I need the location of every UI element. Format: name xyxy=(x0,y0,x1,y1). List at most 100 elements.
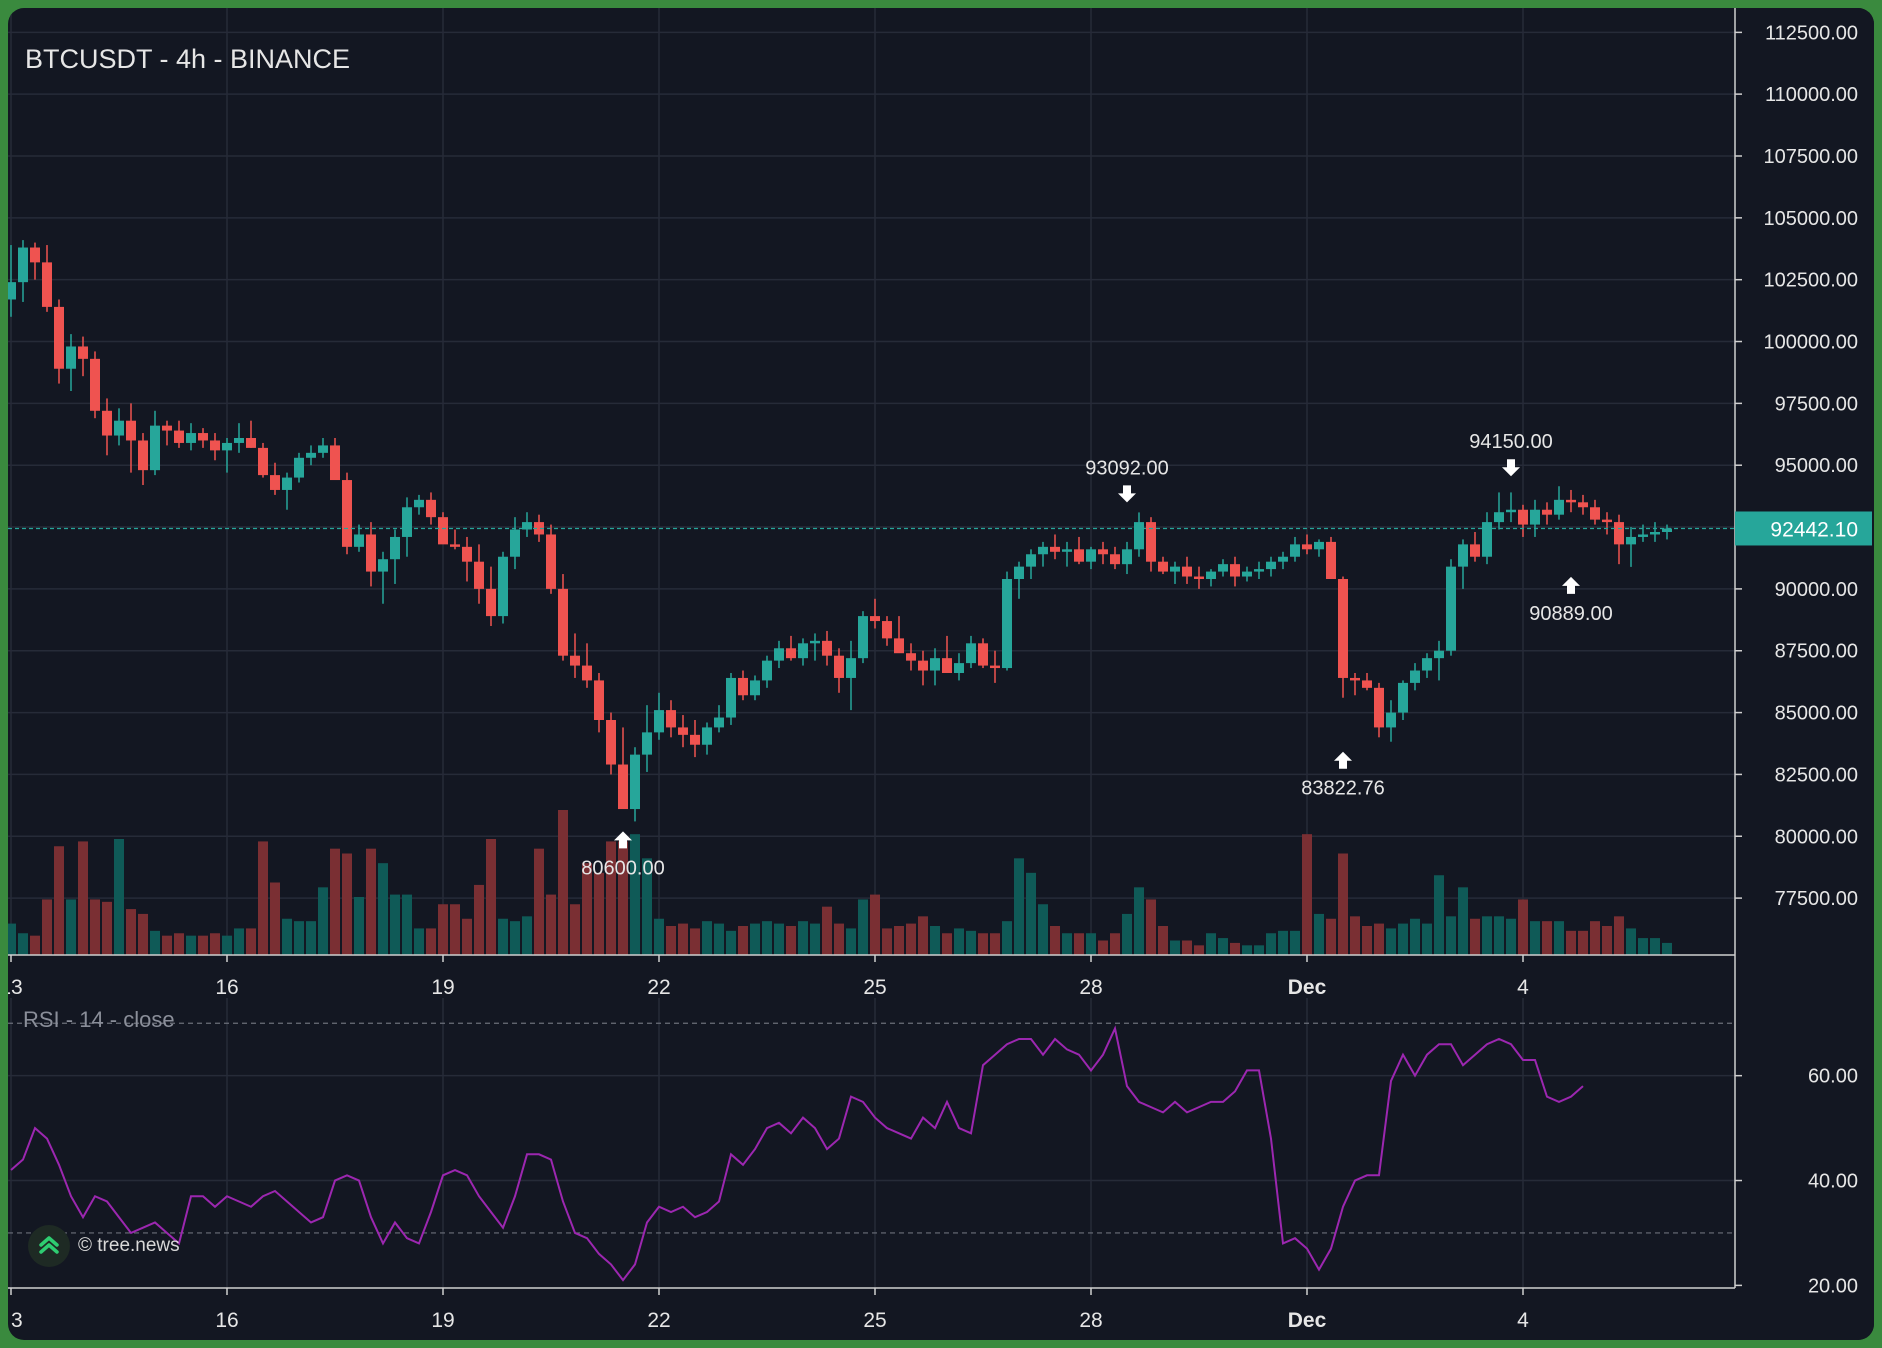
candle-body xyxy=(1158,561,1168,572)
candle-body xyxy=(1386,712,1396,728)
price-tick-label: 112500.00 xyxy=(1765,22,1858,44)
candle-body xyxy=(306,452,316,458)
chart-canvas[interactable]: 93092.00 94150.00 80600.00 83822.76 90889.00… xyxy=(8,8,1874,1340)
volume-bar xyxy=(1638,938,1648,955)
candle-body xyxy=(1038,546,1048,555)
candle-body xyxy=(1326,541,1336,579)
volume-bar xyxy=(318,887,328,955)
price-tick-label: 90000.00 xyxy=(1775,579,1858,601)
candle-body xyxy=(738,677,748,696)
candle-body xyxy=(342,480,352,547)
rsi-pane-title: RSI - 14 - close xyxy=(23,1007,175,1032)
candle-body xyxy=(1194,576,1204,579)
candle-body xyxy=(486,588,496,617)
volume-bar xyxy=(774,923,784,955)
volume-bar xyxy=(1086,933,1096,955)
volume-bar xyxy=(150,930,160,955)
volume-bar xyxy=(1530,921,1540,955)
candle-body xyxy=(1494,512,1504,523)
price-tick-label: 105000.00 xyxy=(1763,208,1858,230)
candle-body xyxy=(1650,532,1660,535)
volume-bar xyxy=(246,928,256,955)
volume-bar xyxy=(1038,904,1048,955)
candle-body xyxy=(534,522,544,535)
candle-body xyxy=(30,247,40,263)
volume-bar xyxy=(1650,938,1660,955)
candle-body xyxy=(990,665,1000,669)
volume-bar xyxy=(1542,921,1552,955)
candle-body xyxy=(1602,519,1612,523)
candle-body xyxy=(618,764,628,810)
volume-bar xyxy=(906,923,916,955)
price-tick-label: 87500.00 xyxy=(1775,641,1858,663)
last-price-badge xyxy=(1735,511,1872,546)
candle-body xyxy=(918,660,928,671)
candle-body xyxy=(498,556,508,617)
volume-bar xyxy=(1374,923,1384,955)
candle-body xyxy=(1110,554,1120,565)
candle-body xyxy=(1482,522,1492,557)
candle-body xyxy=(114,420,124,436)
volume-bar xyxy=(138,913,148,955)
candle-body xyxy=(906,653,916,661)
candle-body xyxy=(318,445,328,453)
volume-bar xyxy=(930,926,940,955)
candle-body xyxy=(462,546,472,562)
volume-bar xyxy=(726,930,736,955)
candle-body xyxy=(750,680,760,696)
candle-body xyxy=(78,346,88,359)
price-axis-panel xyxy=(1735,8,1874,1340)
volume-bar xyxy=(486,839,496,955)
candle-body xyxy=(690,734,700,745)
candle-body xyxy=(822,640,832,656)
candle-body xyxy=(1314,541,1324,550)
candle-body xyxy=(1434,650,1444,659)
candle-body xyxy=(1086,549,1096,562)
candle-body xyxy=(930,658,940,671)
volume-bar xyxy=(1002,921,1012,955)
candle-body xyxy=(834,655,844,678)
candle-body xyxy=(942,658,952,673)
volume-bar xyxy=(354,897,364,955)
price-tick-label: 107500.00 xyxy=(1763,146,1858,168)
candle-body xyxy=(1170,566,1180,572)
candle-body xyxy=(438,517,448,545)
volume-bar xyxy=(1218,938,1228,955)
volume-bar xyxy=(1578,930,1588,955)
candle-body xyxy=(858,616,868,659)
volume-bar xyxy=(966,930,976,955)
volume-bar xyxy=(882,928,892,955)
candle-body xyxy=(234,438,244,443)
volume-bar xyxy=(234,928,244,955)
candle-body xyxy=(522,522,532,530)
candle-body xyxy=(258,447,268,476)
volume-bar xyxy=(762,921,772,955)
time-tick-label: 16 xyxy=(215,976,238,999)
volume-bar xyxy=(990,933,1000,955)
volume-bar xyxy=(1350,916,1360,955)
candle-body xyxy=(270,475,280,490)
volume-bar xyxy=(1626,928,1636,955)
rsi-time-tick-label: 28 xyxy=(1079,1309,1102,1332)
volume-bar xyxy=(1470,918,1480,955)
volume-bar xyxy=(1206,933,1216,955)
volume-bar xyxy=(1602,926,1612,955)
candle-body xyxy=(1590,507,1600,520)
price-tick-label: 102500.00 xyxy=(1763,270,1858,292)
price-tick-label: 80000.00 xyxy=(1775,826,1858,848)
candle-body xyxy=(1554,499,1564,515)
candle-body xyxy=(630,754,640,810)
volume-bar xyxy=(870,894,880,955)
up-arrow-icon xyxy=(614,831,632,849)
candle-body xyxy=(1242,571,1252,577)
candle-body xyxy=(186,433,196,443)
volume-bar xyxy=(42,899,52,955)
volume-bar xyxy=(1338,853,1348,955)
candle-body xyxy=(162,425,172,431)
tree-logo-icon xyxy=(28,1225,70,1267)
candle-body xyxy=(1146,522,1156,562)
candle-body xyxy=(138,440,148,471)
candle-body xyxy=(1638,534,1648,537)
volume-bar xyxy=(270,882,280,955)
candle-body xyxy=(1578,502,1588,508)
